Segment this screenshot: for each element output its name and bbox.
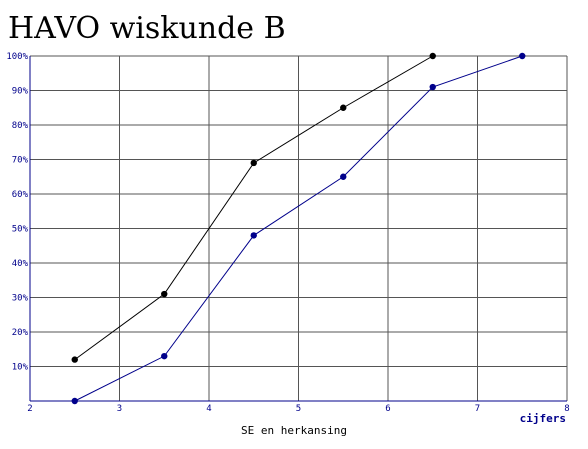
series-1: [71, 52, 436, 363]
axes: [29, 56, 567, 402]
y-tick-label: 50%: [12, 225, 29, 235]
y-tick-label: 20%: [12, 328, 29, 338]
data-point: [71, 356, 78, 363]
x-tick-label: 6: [385, 404, 390, 414]
series-2: [71, 52, 526, 405]
y-tick-label: 70%: [12, 156, 29, 166]
y-tick-label: 40%: [12, 259, 29, 269]
y-tick-label: 100%: [6, 52, 28, 62]
y-tick-label: 90%: [12, 87, 29, 97]
data-series: [71, 52, 526, 405]
x-tick-label: 5: [296, 404, 301, 414]
x-tick-label: 4: [206, 404, 211, 414]
x-tick-label: 3: [117, 404, 122, 414]
data-point: [161, 352, 168, 360]
data-point: [250, 232, 257, 239]
y-tick-label: 80%: [12, 121, 29, 131]
chart-title: HAVO wiskunde B: [8, 11, 286, 46]
y-tick-label: 10%: [12, 363, 29, 373]
tick-labels: 10% 20% 30% 40% 50% 60% 70% 80% 90% 100% 2 3 4 5 6 7 8: [6, 52, 569, 414]
x-tick-label: 7: [475, 404, 480, 414]
data-point: [250, 159, 257, 167]
series-line: [74, 55, 434, 361]
data-point: [429, 52, 436, 60]
y-tick-label: 30%: [12, 294, 29, 304]
x-axis-label: SE en herkansing: [241, 424, 347, 437]
data-point: [429, 83, 436, 91]
x-axis-unit-label: cijfers: [520, 412, 566, 425]
data-point: [340, 104, 347, 111]
data-point: [519, 52, 526, 60]
series-line: [74, 55, 523, 402]
data-point: [340, 173, 347, 180]
data-point: [161, 290, 168, 298]
data-point: [71, 397, 78, 405]
x-tick-label: 8: [564, 404, 569, 414]
y-tick-label: 60%: [12, 190, 29, 200]
grid-lines: [30, 55, 568, 401]
x-tick-label: 2: [27, 404, 32, 414]
